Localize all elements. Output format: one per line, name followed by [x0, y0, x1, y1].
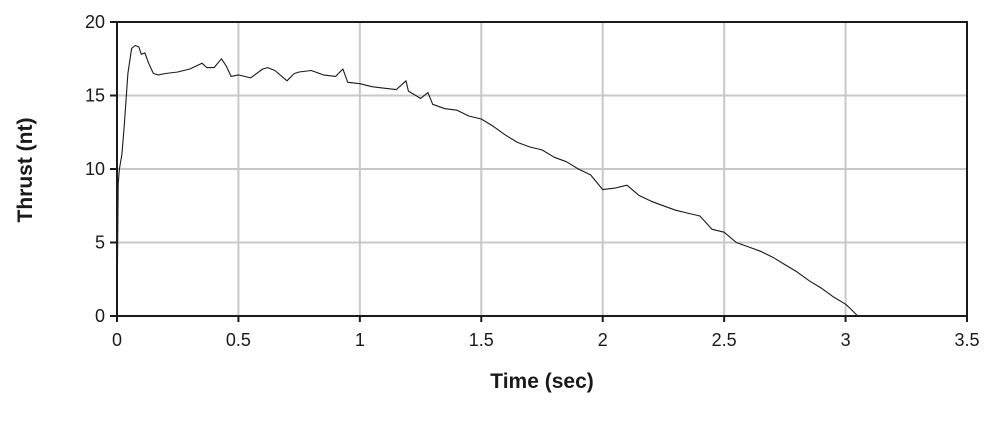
axis-ticks: 0 0.5 1 1.5 2 2.5 3 3.5 0 5 10 15 20 [85, 12, 980, 350]
x-axis-title: Time (sec) [490, 370, 594, 393]
y-axis-title: Thrust (nt) [14, 118, 37, 223]
x-tick-label: 2.5 [712, 330, 737, 350]
x-tick-label: 3 [841, 330, 851, 350]
y-tick-label: 0 [95, 306, 105, 326]
thrust-series-line [116, 44, 859, 317]
x-tick-label: 1 [355, 330, 365, 350]
grid-lines [117, 22, 967, 316]
x-tick-label: 2 [598, 330, 608, 350]
x-tick-label: 1.5 [469, 330, 494, 350]
y-tick-label: 20 [85, 12, 105, 32]
x-tick-label: 0 [112, 330, 122, 350]
y-tick-label: 15 [85, 86, 105, 106]
y-tick-label: 5 [95, 233, 105, 253]
y-tick-label: 10 [85, 159, 105, 179]
x-tick-label: 0.5 [226, 330, 251, 350]
data-series [116, 44, 859, 317]
x-tick-label: 3.5 [954, 330, 979, 350]
